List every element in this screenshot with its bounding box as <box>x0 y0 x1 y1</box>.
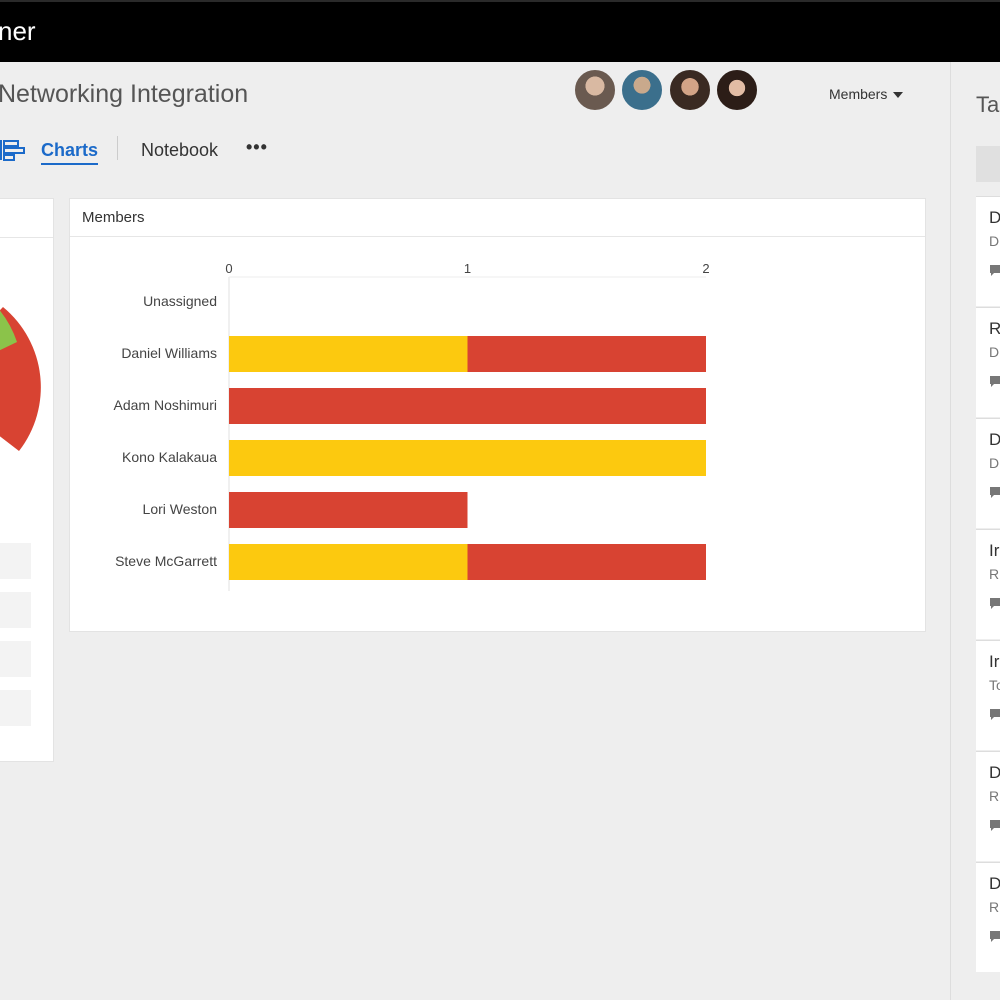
comment-icon <box>990 931 1000 942</box>
category-label: Kono Kalakaua <box>122 449 217 465</box>
schedule-icon[interactable] <box>0 138 26 162</box>
app-header: ner <box>0 0 1000 62</box>
comment-icon <box>990 487 1000 498</box>
x-tick-label: 1 <box>464 261 471 276</box>
avatar[interactable] <box>573 68 617 112</box>
avatar[interactable] <box>715 68 759 112</box>
legend-row <box>0 690 31 726</box>
plan-title: Networking Integration <box>0 80 249 108</box>
tasks-panel-title: Ta <box>976 92 1000 117</box>
comment-icon <box>990 709 1000 720</box>
comment-icon <box>990 265 1000 276</box>
task-title: D <box>989 208 1000 227</box>
category-label: Adam Noshimuri <box>114 397 217 413</box>
members-chart-title: Members <box>70 199 925 237</box>
status-chart-card <box>0 198 54 762</box>
bar-segment-red[interactable] <box>467 544 707 580</box>
task-title: D <box>989 430 1000 449</box>
task-subtitle: D <box>989 344 1000 360</box>
legend-row <box>0 592 31 628</box>
task-title: D <box>989 763 1000 782</box>
task-title: D <box>989 874 1000 893</box>
comment-icon <box>990 820 1000 831</box>
app-title: ner <box>0 16 36 46</box>
pie-chart <box>0 307 41 451</box>
category-label: Steve McGarrett <box>115 553 217 569</box>
bar-segment-yellow[interactable] <box>229 336 468 372</box>
legend-row <box>0 543 31 579</box>
x-tick-label: 0 <box>225 261 232 276</box>
members-bar-chart: 0 1 2 Unassigned Daniel Williams Adam Noshimu… <box>114 261 710 591</box>
comment-icon <box>990 376 1000 387</box>
members-dropdown[interactable]: Members <box>829 86 904 102</box>
task-title: Ir <box>989 541 1000 560</box>
tasks-panel: Ta D D R D D D Ir R Ir To D R D R <box>951 62 1000 1000</box>
task-title: R <box>989 319 1000 338</box>
legend-row <box>0 641 31 677</box>
category-label: Daniel Williams <box>121 345 217 361</box>
bar-segment-red[interactable] <box>229 388 706 424</box>
task-subtitle: R <box>989 566 1000 582</box>
tab-divider <box>117 136 118 160</box>
avatar[interactable] <box>668 68 712 112</box>
x-tick-label: 2 <box>702 261 709 276</box>
avatar[interactable] <box>620 68 664 112</box>
category-label: Lori Weston <box>143 501 217 517</box>
task-card[interactable]: Ir R <box>976 529 1000 639</box>
task-subtitle: To <box>989 677 1000 693</box>
bar-segment-red[interactable] <box>229 492 468 528</box>
comment-icon <box>990 598 1000 609</box>
category-label: Unassigned <box>143 293 217 309</box>
tab-notebook[interactable]: Notebook <box>141 140 219 160</box>
bar-segment-red[interactable] <box>467 336 707 372</box>
tasks-filter-bar[interactable] <box>976 146 1000 182</box>
chevron-down-icon <box>893 92 904 99</box>
tab-charts[interactable]: Charts <box>41 140 99 165</box>
more-options-button[interactable]: ••• <box>246 137 268 157</box>
task-subtitle: R <box>989 788 1000 804</box>
members-chart-card: Members 0 1 2 Unassigned Daniel Williams Adam… <box>69 198 926 632</box>
task-subtitle: D <box>989 455 1000 471</box>
task-title: Ir <box>989 652 1000 671</box>
card-header <box>0 199 53 238</box>
task-card[interactable]: Ir To <box>976 640 1000 750</box>
pie-slice-green <box>0 310 17 351</box>
members-dropdown-label: Members <box>829 86 888 102</box>
task-subtitle: D <box>989 233 1000 249</box>
bar-segment-yellow[interactable] <box>229 440 706 476</box>
task-subtitle: R <box>989 899 1000 915</box>
panel-divider <box>950 62 951 1000</box>
bar-segment-yellow[interactable] <box>229 544 468 580</box>
